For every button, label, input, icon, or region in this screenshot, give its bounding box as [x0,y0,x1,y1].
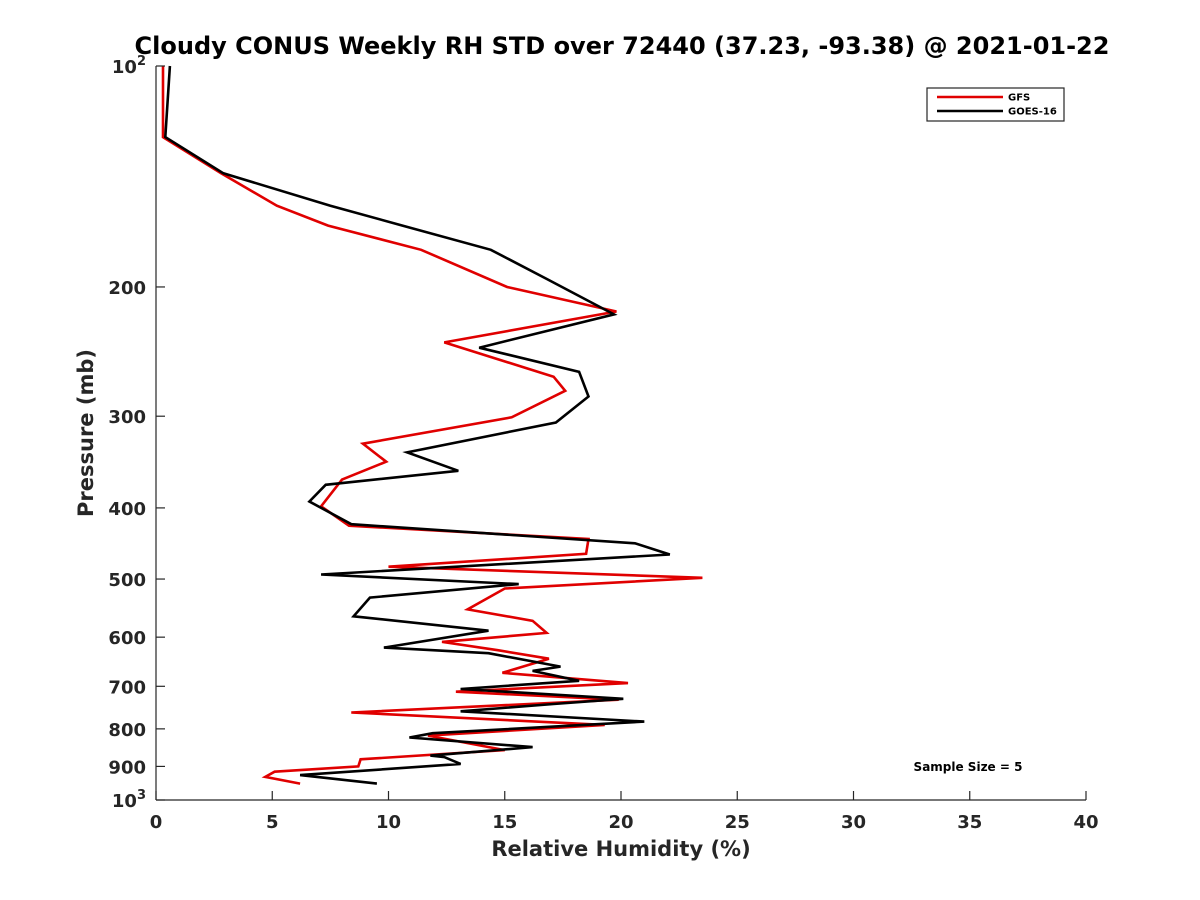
legend-entry: GOES-16 [1008,107,1057,118]
x-tick-label: 40 [1073,812,1098,833]
x-tick-label: 5 [266,812,279,833]
x-axis-label: Relative Humidity (%) [491,837,750,861]
sample-size-annotation: Sample Size = 5 [914,760,1023,774]
plot-area [161,65,703,785]
y-tick-label: 500 [108,570,146,591]
legend-entry: GFS [1008,93,1030,104]
y-tick-label: 400 [108,499,146,520]
x-tick-label: 15 [492,812,517,833]
chart-title: Cloudy CONUS Weekly RH STD over 72440 (3… [135,32,1110,60]
y-tick-label: 900 [108,757,146,778]
y-tick-label: 800 [108,720,146,741]
y-tick-label: 700 [108,677,146,698]
axes: 0 5 10 15 20 25 30 35 40 102 200 300 400 500 600 700 800… [108,54,1098,833]
x-tick-label: 30 [841,812,866,833]
series-line-gfs [161,66,703,785]
y-axis-label: Pressure (mb) [74,349,98,517]
y-tick-label: 200 [108,278,146,299]
y-tick-label: 102 [112,54,146,78]
legend-box [926,87,1065,122]
legend: GFS GOES-16 [926,87,1065,122]
x-tick-label: 25 [725,812,750,833]
y-tick-label: 300 [108,407,146,428]
x-tick-label: 35 [957,812,982,833]
x-tick-label: 20 [608,812,633,833]
x-tick-label: 0 [150,812,163,833]
series-line-goes-16 [163,65,671,785]
x-tick-label: 10 [376,812,401,833]
y-tick-label: 600 [108,628,146,649]
y-tick-label: 103 [112,788,146,812]
